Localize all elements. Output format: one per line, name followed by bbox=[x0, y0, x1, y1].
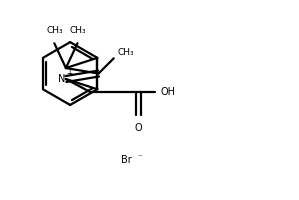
Text: CH₃: CH₃ bbox=[69, 26, 86, 35]
Text: Br: Br bbox=[121, 155, 132, 165]
Text: OH: OH bbox=[160, 87, 175, 97]
Text: ⁻: ⁻ bbox=[137, 153, 142, 162]
Text: CH₃: CH₃ bbox=[117, 48, 134, 57]
Text: +: + bbox=[66, 69, 72, 78]
Text: O: O bbox=[135, 123, 142, 133]
Text: N: N bbox=[58, 74, 65, 84]
Text: CH₃: CH₃ bbox=[46, 26, 62, 35]
